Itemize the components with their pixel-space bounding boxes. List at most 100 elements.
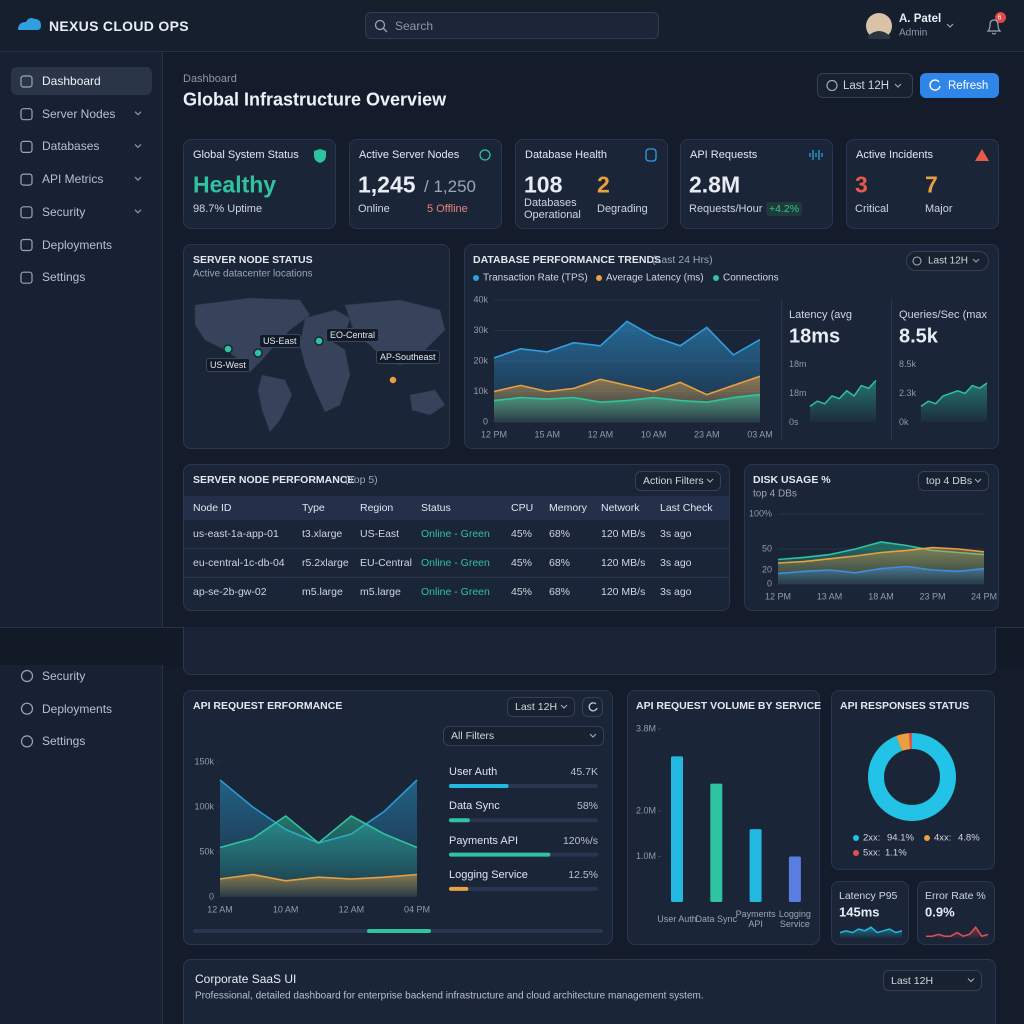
- kpi-total: / 1,250: [424, 177, 476, 196]
- nav-item[interactable]: Security: [42, 204, 86, 219]
- nav-item[interactable]: Settings: [42, 270, 86, 285]
- y-tick-label: 100%: [749, 508, 772, 518]
- nav-item[interactable]: Security: [42, 669, 86, 683]
- continent: [194, 297, 311, 373]
- table-header: Last Check: [660, 502, 713, 514]
- progress-bar: [449, 818, 470, 823]
- api-volume-panel: [627, 690, 820, 945]
- chevron-icon: [560, 704, 568, 709]
- series-area: [220, 874, 417, 897]
- kpi-value: 2: [597, 171, 610, 198]
- table-cell: EU-Central: [360, 557, 412, 569]
- kpi-title: Active Incidents: [856, 149, 934, 161]
- footer-description: Professional, detailed dashboard for ent…: [195, 990, 704, 1002]
- filter-button[interactable]: [918, 471, 989, 491]
- metric-value: 145ms: [839, 904, 880, 920]
- nav-icon: [20, 702, 34, 715]
- row-divider: [184, 577, 729, 578]
- legend-value: 4.8%: [958, 832, 980, 844]
- row-divider: [184, 548, 729, 549]
- nav-icon: [20, 669, 34, 683]
- metric-card: [917, 881, 995, 945]
- chevron-icon: [134, 111, 142, 116]
- location-label[interactable]: US-West: [206, 358, 250, 372]
- nav-icon: [20, 735, 34, 748]
- panel-subtitle: top 4 DBs: [753, 488, 797, 500]
- mini-axis-label: 8.5k: [899, 359, 917, 369]
- kpi-value: 2.8M: [689, 171, 741, 198]
- nav-item[interactable]: Deployments: [42, 237, 113, 252]
- y-tick-label: 0: [767, 578, 772, 588]
- filter-button[interactable]: [635, 471, 721, 491]
- y-tick-label: 20k: [473, 355, 488, 365]
- search-box[interactable]: [365, 12, 659, 39]
- panel-title: SERVER NODE STATUS: [193, 254, 313, 266]
- nav-item[interactable]: Dashboard: [42, 74, 101, 88]
- location-label[interactable]: US-East: [259, 334, 301, 348]
- sidebar: [0, 52, 163, 627]
- notification-count: 6: [997, 14, 1002, 21]
- series-line: [777, 546, 985, 564]
- chevron-icon: [972, 258, 980, 263]
- table-cell: eu-central-1c-db-04: [193, 557, 285, 569]
- y-tick-label: 3.8M: [636, 723, 656, 733]
- kpi-card: [680, 139, 833, 229]
- location-dot: [388, 375, 398, 385]
- series-line: [493, 393, 761, 404]
- legend-label: Transaction Rate (TPS): [483, 272, 588, 284]
- table-header: Node ID: [193, 502, 232, 514]
- y-tick-label: 30k: [473, 325, 488, 335]
- range-selector[interactable]: [883, 970, 982, 991]
- table-cell: 120 MB/s: [601, 528, 646, 540]
- nav-icon: [20, 238, 33, 252]
- kpi-value: 1,245: [358, 171, 416, 198]
- table-cell: 3s ago: [660, 557, 692, 569]
- y-tick-label: 10k: [473, 386, 488, 396]
- nav-item[interactable]: Server Nodes: [42, 106, 116, 121]
- x-tick-label: 04 PM: [404, 904, 430, 914]
- location-label[interactable]: AP-Southeast: [376, 350, 440, 364]
- nav-item[interactable]: Deployments: [42, 701, 113, 716]
- refresh-button[interactable]: [582, 697, 603, 717]
- user-name[interactable]: A. Patel: [899, 13, 942, 25]
- kpi-title: Global System Status: [193, 149, 299, 161]
- location-dot: [223, 344, 233, 354]
- kpi-card: [183, 139, 336, 229]
- x-tick-label: 18 AM: [868, 591, 894, 601]
- refresh-button[interactable]: [920, 73, 999, 98]
- nav-item[interactable]: Settings: [42, 734, 86, 749]
- filter-dropdown[interactable]: [443, 726, 604, 746]
- x-tick-label: 12 AM: [339, 904, 365, 914]
- sparkline: [920, 382, 988, 408]
- x-tick-label: Logging Service: [778, 909, 811, 929]
- continent: [409, 389, 446, 416]
- table-cell: 3s ago: [660, 586, 692, 598]
- table-cell: 45%: [511, 528, 533, 540]
- notification-badge[interactable]: [995, 12, 1006, 23]
- sparkline: [809, 379, 877, 408]
- table-header: CPU: [511, 502, 534, 514]
- nav-icon: [20, 75, 33, 88]
- location-label[interactable]: EO-Central: [326, 328, 380, 342]
- refresh-icon: [588, 702, 598, 712]
- chevron-icon: [946, 23, 954, 28]
- sidebar-active[interactable]: [11, 67, 152, 95]
- nav-item[interactable]: API Metrics: [42, 172, 104, 187]
- bar: [788, 856, 801, 902]
- range-selector-label: Last 12H: [891, 974, 934, 987]
- mini-value: 8.5k: [899, 325, 938, 348]
- chevron-icon: [974, 478, 982, 483]
- x-tick-label: 23 AM: [694, 429, 720, 439]
- metric-value: 0.9%: [925, 904, 955, 920]
- range-selector[interactable]: [507, 697, 575, 717]
- x-tick-label: Payments API: [735, 909, 776, 929]
- table-cell: Online - Green: [421, 528, 490, 540]
- nav-icon: [20, 140, 33, 153]
- y-tick-label: 40k: [473, 294, 488, 304]
- metric-title: Error Rate %: [925, 890, 986, 902]
- y-tick-label: 150k: [194, 756, 214, 766]
- table-cell: US-East: [360, 528, 400, 540]
- range-selector[interactable]: [906, 251, 989, 271]
- mini-axis-label: 0s: [789, 417, 799, 427]
- nav-item[interactable]: Databases: [42, 139, 100, 154]
